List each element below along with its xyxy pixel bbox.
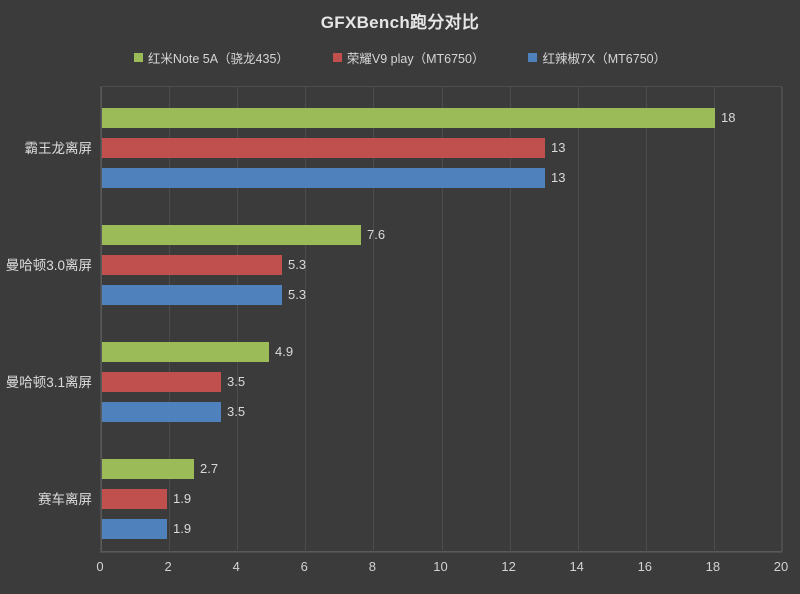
x-axis-line [101, 551, 781, 552]
bar-2-series-2[interactable] [102, 255, 282, 275]
gridline-6 [305, 87, 306, 552]
chart-legend: 红米Note 5A（骁龙435） 荣耀V9 play（MT6750） 红辣椒7X… [0, 48, 800, 67]
bar-value-label: 13 [551, 140, 566, 155]
y-tick-label-4: 赛车离屏 [38, 492, 92, 507]
legend-swatch-blue [528, 53, 538, 62]
bar-value-label: 4.9 [275, 344, 294, 359]
bar-4-series-3[interactable] [102, 519, 167, 539]
legend-swatch-red [332, 53, 342, 62]
bar-value-label: 3.5 [227, 374, 246, 389]
y-tick-label-3: 曼哈顿3.1离屏 [5, 375, 92, 390]
y-axis-line [101, 87, 102, 552]
gridline-10 [442, 87, 443, 552]
bar-value-label: 2.7 [200, 461, 219, 476]
y-tick-label-1: 霸王龙离屏 [24, 141, 93, 156]
gridline-4 [237, 87, 238, 552]
bar-1-series-2[interactable] [102, 138, 545, 158]
legend-label-series-2: 荣耀V9 play（MT6750） [346, 52, 485, 66]
bar-value-label: 3.5 [227, 404, 246, 419]
x-tick-label: 6 [300, 559, 308, 574]
bar-1-series-1[interactable] [102, 108, 715, 128]
y-tick-label-2: 曼哈顿3.0离屏 [5, 258, 92, 273]
x-tick-label: 4 [232, 559, 240, 574]
legend-item-series-1[interactable]: 红米Note 5A（骁龙435） [133, 48, 289, 67]
x-tick-label: 0 [96, 559, 104, 574]
x-tick-label: 2 [164, 559, 172, 574]
legend-label-series-3: 红辣椒7X（MT6750） [542, 52, 667, 66]
x-tick-label: 16 [637, 559, 653, 574]
legend-item-series-2[interactable]: 荣耀V9 play（MT6750） [332, 48, 485, 67]
gridline-12 [510, 87, 511, 552]
bar-value-label: 18 [721, 110, 736, 125]
bar-3-series-1[interactable] [102, 342, 269, 362]
legend-label-series-1: 红米Note 5A（骁龙435） [147, 52, 289, 66]
bar-4-series-2[interactable] [102, 489, 167, 509]
x-tick-label: 14 [569, 559, 584, 574]
gridline-18 [714, 87, 715, 552]
bar-3-series-3[interactable] [102, 402, 221, 422]
bar-4-series-1[interactable] [102, 459, 194, 479]
bar-value-label: 7.6 [367, 227, 386, 242]
chart-title: GFXBench跑分对比 [320, 13, 480, 32]
bar-value-label: 1.9 [173, 521, 192, 536]
gridline-20 [782, 87, 783, 552]
bar-1-series-3[interactable] [102, 168, 545, 188]
x-tick-label: 10 [433, 559, 448, 574]
x-tick-label: 18 [705, 559, 721, 574]
x-tick-label: 12 [501, 559, 516, 574]
gridline-14 [578, 87, 579, 552]
bar-value-label: 5.3 [288, 287, 307, 302]
bar-value-label: 1.9 [173, 491, 192, 506]
bar-3-series-2[interactable] [102, 372, 221, 392]
legend-swatch-green [133, 53, 143, 62]
legend-item-series-3[interactable]: 红辣椒7X（MT6750） [528, 48, 666, 67]
gridline-2 [169, 87, 170, 552]
bar-value-label: 13 [551, 170, 566, 185]
gridline-16 [646, 87, 647, 552]
bar-value-label: 5.3 [288, 257, 307, 272]
x-tick-label: 20 [773, 559, 789, 574]
plot-area: 18 13 13 7.6 5.3 5.3 4.9 3.5 3.5 2.7 1.9 1.9 [100, 86, 783, 553]
bar-2-series-3[interactable] [102, 285, 282, 305]
x-tick-label: 8 [368, 559, 377, 574]
bar-2-series-1[interactable] [102, 225, 361, 245]
gridline-8 [373, 87, 374, 552]
